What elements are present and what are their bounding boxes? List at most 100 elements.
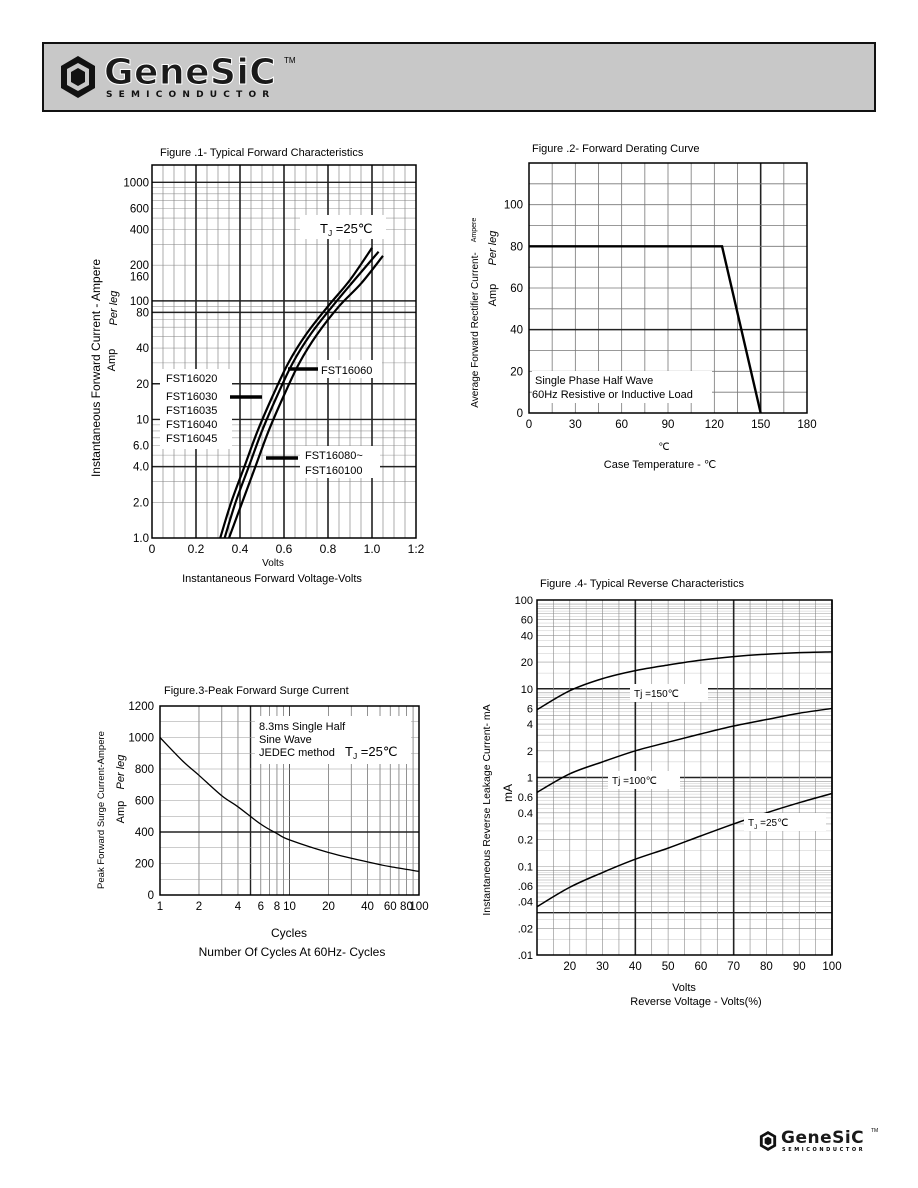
y-tick-label: 100 <box>130 296 149 308</box>
series-label-bg <box>744 813 826 831</box>
y-tick-label: 60 <box>521 615 533 627</box>
footer-tm: TM <box>871 1128 879 1134</box>
y-axis-label: Peak Forward Surge Current-Ampere <box>96 731 107 889</box>
y-tick-label: 0.2 <box>518 835 533 847</box>
annotation-bg <box>300 215 386 239</box>
x-tick-label: 2 <box>196 901 202 913</box>
y-tick-label: 40 <box>136 343 149 355</box>
y-tick-label: 0 <box>517 408 523 420</box>
y-tick-label: 40 <box>510 325 523 337</box>
series-label: TJ =25℃ <box>748 818 788 831</box>
legend-bg <box>318 360 382 378</box>
series-line-1 <box>219 247 373 539</box>
y-tick-label: 80 <box>136 307 149 319</box>
genesic-hex-icon <box>759 1130 777 1152</box>
plot-frame <box>159 705 420 896</box>
y-tick-label: 200 <box>130 260 149 272</box>
x-tick-label: 100 <box>409 901 428 913</box>
y-tick-label: 100 <box>515 595 533 607</box>
footer-subtitle: SEMICONDUCTOR <box>782 1147 866 1153</box>
x-tick-label: 1:2 <box>408 542 425 556</box>
chart-note: 8.3ms Single Half <box>259 721 346 733</box>
x-tick-label: 10 <box>283 901 296 913</box>
x-tick-label: 4 <box>235 901 242 913</box>
y-tick-label: 0 <box>148 890 154 902</box>
y-axis-unit: Amp <box>115 801 127 824</box>
series-label: Tj =100℃ <box>612 776 657 787</box>
y-tick-label: 200 <box>135 859 154 871</box>
y-tick-label: 10 <box>521 684 533 696</box>
chart-title: Figure .1- Typical Forward Characteristi… <box>160 147 364 159</box>
series-label-bg <box>608 771 680 789</box>
x-tick-label: 6 <box>258 901 264 913</box>
x-axis-label-top: Volts <box>262 558 284 569</box>
chart-note: Single Phase Half Wave <box>535 375 653 387</box>
y-tick-label: 2.0 <box>133 497 149 509</box>
chart-note: Sine Wave <box>259 734 312 746</box>
y-tick-label: 40 <box>521 630 533 642</box>
y-axis-label-small: Ampere <box>471 218 478 243</box>
notes-bg <box>255 716 411 764</box>
y-tick-label: .02 <box>518 923 533 935</box>
y-tick-label: 0.4 <box>518 808 533 820</box>
x-tick-label: 30 <box>596 961 609 973</box>
legend-bg <box>300 446 380 478</box>
x-axis-label-top: Cycles <box>271 926 307 940</box>
x-tick-label: 1 <box>157 901 163 913</box>
y-axis-label: Instantaneous Forward Current - Ampere <box>89 259 103 477</box>
y-tick-label: 4 <box>527 719 533 731</box>
y-tick-label: 400 <box>135 827 154 839</box>
y-tick-label: 0.1 <box>518 861 533 873</box>
x-axis-label: Instantaneous Forward Voltage-Volts <box>182 573 362 585</box>
x-tick-label: 100 <box>822 961 841 973</box>
x-tick-label: 80 <box>400 901 413 913</box>
legend-item: FST16080~ <box>305 450 363 462</box>
y-axis-unit: Amp <box>106 349 118 372</box>
series-line-2 <box>536 707 833 794</box>
x-tick-label: 80 <box>760 961 773 973</box>
legend-item: FST160100 <box>305 465 362 477</box>
header-subtitle: SEMICONDUCTOR <box>106 90 276 100</box>
x-axis-label: Reverse Voltage - Volts(%) <box>630 996 761 1008</box>
legend-bg <box>160 369 232 449</box>
x-tick-label: 1.0 <box>364 542 381 556</box>
x-axis-label: Case Temperature - ℃ <box>604 459 716 471</box>
x-axis-unit: ℃ <box>658 442 669 453</box>
x-tick-label: 180 <box>797 419 816 431</box>
x-tick-label: 8 <box>274 901 280 913</box>
series-line-1 <box>536 651 833 711</box>
header-logo: GeneSiC TM SEMICONDUCTOR <box>58 52 304 102</box>
header-brand: GeneSiC <box>103 52 277 94</box>
y-tick-label: 400 <box>130 225 149 237</box>
legend-item: FST16045 <box>166 433 217 445</box>
y-axis-unit: mA <box>501 784 515 802</box>
y-axis-per: Per leg <box>487 230 499 266</box>
x-tick-label: 70 <box>727 961 740 973</box>
y-tick-label: 20 <box>521 657 533 669</box>
plot-frame <box>528 162 808 414</box>
series-line-2 <box>223 250 380 539</box>
x-tick-label: 40 <box>629 961 642 973</box>
legend-item: FST16020 <box>166 373 217 385</box>
y-tick-label: 1000 <box>123 177 149 189</box>
legend-item: FST16030 <box>166 391 217 403</box>
plot-frame <box>536 599 833 956</box>
temperature-annotation: TJ =25℃ <box>345 744 397 761</box>
series-line-3 <box>227 255 384 539</box>
header-tm: TM <box>284 56 296 65</box>
x-tick-label: 90 <box>662 419 675 431</box>
x-tick-label: 0.6 <box>276 542 293 556</box>
series-line-1 <box>159 737 420 873</box>
legend-item: FST16060 <box>321 365 372 377</box>
y-axis-label: Instantaneous Reverse Leakage Current- m… <box>481 704 493 915</box>
y-axis-unit: Amp <box>487 284 499 307</box>
y-tick-label: .01 <box>518 950 533 962</box>
plot-frame <box>151 164 417 539</box>
chart-note: JEDEC method <box>259 747 335 759</box>
y-tick-label: 1200 <box>128 701 154 713</box>
legend-item: FST16040 <box>166 419 217 431</box>
series-line-1 <box>529 245 762 414</box>
